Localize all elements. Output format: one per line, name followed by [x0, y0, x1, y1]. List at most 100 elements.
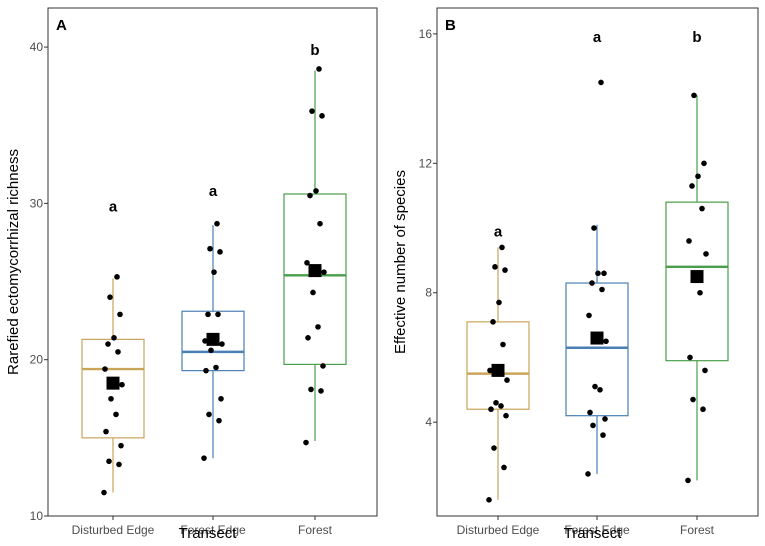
y-axis-title: Rarefied ectomycorrhizal richness — [5, 149, 22, 375]
data-point — [488, 406, 494, 413]
data-point — [114, 274, 120, 280]
data-point — [218, 395, 224, 402]
y-tick-label: 4 — [425, 415, 432, 429]
data-point — [101, 489, 107, 496]
data-point — [490, 319, 496, 325]
y-axis-title: Effective number of species — [392, 170, 409, 354]
data-point — [591, 225, 597, 231]
data-point — [316, 66, 322, 72]
y-tick-label: 8 — [425, 286, 432, 300]
panel-label: A — [56, 17, 67, 34]
iqr-box — [181, 310, 245, 372]
box-disturbed-edge: a — [81, 199, 145, 496]
mean-marker — [690, 270, 704, 284]
data-point — [695, 173, 701, 180]
data-point — [687, 354, 693, 361]
data-point — [601, 270, 607, 277]
iqr-box — [466, 321, 530, 410]
mean-marker — [206, 332, 220, 346]
data-point — [315, 324, 321, 330]
data-point — [492, 264, 498, 270]
data-point — [597, 387, 603, 393]
x-tick-label: Disturbed Edge — [457, 523, 540, 537]
data-point — [105, 341, 111, 347]
data-point — [115, 349, 121, 355]
x-axis-title: Transect — [179, 525, 238, 542]
panel-label: B — [445, 17, 456, 34]
data-point — [201, 455, 207, 461]
data-point — [111, 335, 117, 341]
data-point — [310, 289, 316, 296]
data-point — [600, 432, 606, 438]
data-point — [307, 192, 313, 199]
panel-a: 10 20 30 40 Disturbed Edge Forest Edge Forest T… — [5, 7, 378, 542]
data-point — [690, 396, 696, 403]
data-point — [213, 364, 219, 371]
significance-letter: a — [109, 199, 118, 216]
data-point — [585, 471, 591, 477]
data-point — [205, 311, 211, 318]
data-point — [202, 338, 208, 344]
data-point — [309, 108, 315, 114]
data-point — [701, 160, 707, 167]
significance-letter: b — [310, 42, 319, 59]
data-point — [587, 409, 593, 416]
data-point — [491, 445, 497, 451]
data-point — [699, 205, 705, 212]
data-point — [702, 367, 708, 374]
data-point — [487, 367, 493, 374]
iqr-box — [565, 282, 629, 417]
iqr-box — [283, 193, 347, 365]
data-point — [602, 416, 608, 422]
x-tick-label: Forest — [298, 523, 333, 537]
data-point — [498, 403, 504, 409]
data-point — [700, 406, 706, 413]
data-point — [206, 411, 212, 418]
panel-b: 4 8 12 16 Disturbed Edge Forest Edge Forest Tra… — [392, 7, 759, 542]
data-point — [603, 338, 609, 345]
data-point — [697, 289, 703, 296]
data-point — [501, 464, 507, 471]
data-point — [319, 113, 325, 119]
box-forest: b — [665, 29, 729, 484]
data-point — [106, 458, 112, 465]
box-forest-edge: a — [565, 29, 629, 477]
data-point — [113, 411, 119, 418]
y-tick-label: 10 — [30, 509, 44, 523]
data-point — [305, 335, 311, 341]
iqr-box — [665, 201, 729, 362]
data-point — [108, 395, 114, 402]
data-point — [119, 381, 125, 388]
data-point — [118, 442, 124, 449]
data-point — [216, 417, 222, 424]
data-point — [317, 220, 323, 227]
mean-marker — [491, 363, 505, 377]
data-point — [208, 347, 214, 354]
x-tick-label: Forest — [680, 523, 715, 537]
box-forest-edge: a — [181, 183, 245, 461]
y-tick-label: 30 — [30, 196, 44, 210]
data-point — [502, 267, 508, 273]
y-tick-label: 16 — [419, 27, 433, 41]
x-tick-label: Forest Edge — [180, 523, 246, 537]
data-point — [318, 388, 324, 394]
data-point — [321, 269, 327, 275]
x-tick-label: Disturbed Edge — [72, 523, 155, 537]
data-point — [304, 259, 310, 266]
data-point — [219, 341, 225, 347]
mean-marker — [590, 331, 604, 345]
data-point — [499, 244, 505, 251]
data-point — [211, 269, 217, 275]
significance-letter: a — [593, 29, 602, 46]
data-point — [203, 367, 209, 374]
data-point — [103, 428, 109, 435]
data-point — [599, 286, 605, 293]
data-point — [686, 238, 692, 244]
data-point — [598, 79, 604, 86]
data-point — [102, 366, 108, 372]
data-point — [586, 312, 592, 319]
box-forest: b — [283, 42, 347, 446]
data-point — [308, 386, 314, 393]
data-point — [303, 439, 309, 446]
